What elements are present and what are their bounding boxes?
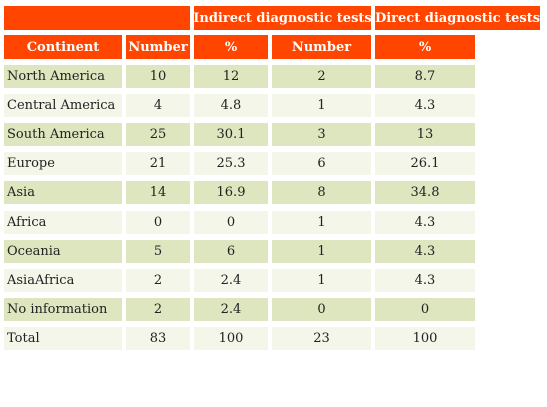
indirect-percent-cell: 2.4 [194, 269, 268, 292]
direct-number-cell: 1 [272, 269, 371, 292]
indirect-percent-cell: 4.8 [194, 94, 268, 117]
indirect-number-cell: 25 [126, 123, 190, 146]
direct-percent-cell: 100 [375, 327, 475, 350]
indirect-percent-cell: 16.9 [194, 181, 268, 204]
direct-percent-cell: 26.1 [375, 152, 475, 175]
indirect-percent-cell: 100 [194, 327, 268, 350]
indirect-number-cell: 21 [126, 152, 190, 175]
indirect-percent-cell: 2.4 [194, 298, 268, 321]
direct-number-cell: 1 [272, 94, 371, 117]
continent-cell: Asia [4, 181, 122, 204]
direct-percent-cell: 4.3 [375, 211, 475, 234]
direct-percent-cell: 4.3 [375, 240, 475, 263]
direct-percent-cell: 4.3 [375, 269, 475, 292]
continent-cell: North America [4, 65, 122, 88]
direct-number-cell: 3 [272, 123, 371, 146]
column-header-continent: Continent [4, 35, 122, 59]
indirect-number-cell: 83 [126, 327, 190, 350]
continent-cell: No information [4, 298, 122, 321]
direct-number-cell: 0 [272, 298, 371, 321]
indirect-number-cell: 2 [126, 269, 190, 292]
continent-cell: Central America [4, 94, 122, 117]
indirect-number-cell: 0 [126, 211, 190, 234]
indirect-percent-cell: 6 [194, 240, 268, 263]
column-header-indirect-percent: % [194, 35, 268, 59]
direct-number-cell: 2 [272, 65, 371, 88]
column-header-direct-number: Number [272, 35, 371, 59]
indirect-percent-cell: 0 [194, 211, 268, 234]
indirect-percent-cell: 12 [194, 65, 268, 88]
indirect-number-cell: 4 [126, 94, 190, 117]
continent-cell: Total [4, 327, 122, 350]
direct-number-cell: 1 [272, 240, 371, 263]
direct-number-cell: 8 [272, 181, 371, 204]
direct-percent-cell: 34.8 [375, 181, 475, 204]
indirect-number-cell: 2 [126, 298, 190, 321]
column-header-direct-percent: % [375, 35, 475, 59]
blank-header-cell [4, 6, 190, 30]
direct-number-cell: 6 [272, 152, 371, 175]
direct-percent-cell: 0 [375, 298, 475, 321]
continent-cell: South America [4, 123, 122, 146]
direct-number-cell: 23 [272, 327, 371, 350]
direct-percent-cell: 8.7 [375, 65, 475, 88]
continent-cell: Europe [4, 152, 122, 175]
indirect-percent-cell: 25.3 [194, 152, 268, 175]
continent-cell: Africa [4, 211, 122, 234]
indirect-number-cell: 14 [126, 181, 190, 204]
continent-cell: Oceania [4, 240, 122, 263]
direct-tests-header: Direct diagnostic tests [375, 6, 540, 30]
continent-cell: AsiaAfrica [4, 269, 122, 292]
direct-percent-cell: 4.3 [375, 94, 475, 117]
column-header-indirect-number: Number [126, 35, 190, 59]
direct-percent-cell: 13 [375, 123, 475, 146]
direct-number-cell: 1 [272, 211, 371, 234]
indirect-number-cell: 10 [126, 65, 190, 88]
indirect-percent-cell: 30.1 [194, 123, 268, 146]
indirect-tests-header: Indirect diagnostic tests [193, 6, 372, 30]
indirect-number-cell: 5 [126, 240, 190, 263]
